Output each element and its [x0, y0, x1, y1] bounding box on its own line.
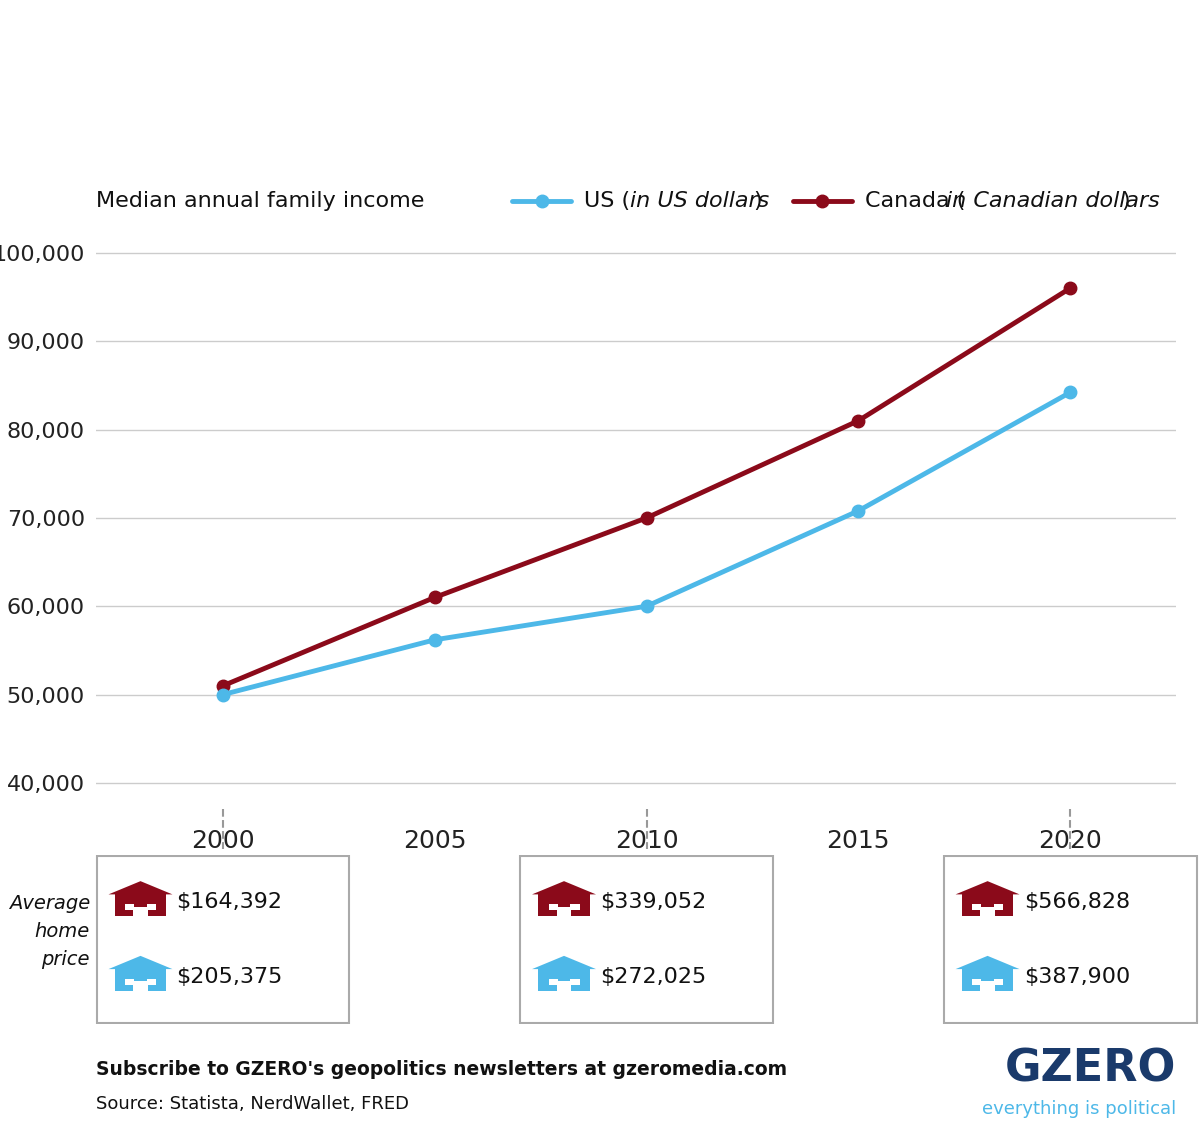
Text: in Canadian dollars: in Canadian dollars [946, 191, 1159, 211]
Polygon shape [532, 955, 596, 969]
Text: everything is political: everything is political [982, 1100, 1176, 1118]
Bar [133, 907, 148, 917]
Text: $272,025: $272,025 [600, 967, 707, 987]
Bar [548, 904, 558, 910]
Text: $566,828: $566,828 [1024, 892, 1130, 912]
Text: Median annual family income: Median annual family income [96, 191, 425, 211]
Text: Subscribe to GZERO's geopolitics newsletters at gzeromedia.com: Subscribe to GZERO's geopolitics newslet… [96, 1060, 787, 1079]
Bar [548, 979, 558, 985]
Bar [133, 981, 148, 992]
Text: Source: Statista, NerdWallet, FRED: Source: Statista, NerdWallet, FRED [96, 1095, 409, 1113]
Bar [557, 981, 571, 992]
Text: Are families earning enough to buy homes?: Are families earning enough to buy homes… [36, 50, 1200, 103]
Text: $339,052: $339,052 [600, 892, 707, 912]
Bar [539, 969, 590, 992]
Text: in US dollars: in US dollars [630, 191, 769, 211]
Polygon shape [108, 955, 173, 969]
Bar [570, 979, 580, 985]
Polygon shape [532, 881, 596, 894]
Text: Canada (: Canada ( [865, 191, 965, 211]
Text: GZERO: GZERO [1004, 1048, 1176, 1091]
Polygon shape [955, 955, 1020, 969]
Polygon shape [955, 881, 1020, 894]
Bar [125, 979, 134, 985]
Bar [961, 969, 1013, 992]
Bar [972, 904, 982, 910]
Bar [146, 904, 156, 910]
Bar [557, 907, 571, 917]
Bar [570, 904, 580, 910]
Bar [115, 969, 167, 992]
FancyBboxPatch shape [943, 857, 1196, 1023]
Text: Average
home
price: Average home price [8, 893, 90, 969]
Bar [125, 904, 134, 910]
Polygon shape [108, 881, 173, 894]
Text: $205,375: $205,375 [176, 967, 283, 987]
Bar [980, 981, 995, 992]
Text: US (: US ( [584, 191, 630, 211]
Text: $387,900: $387,900 [1024, 967, 1130, 987]
Bar [115, 894, 167, 917]
Bar [539, 894, 590, 917]
Bar [994, 979, 1003, 985]
Bar [980, 907, 995, 917]
Text: $164,392: $164,392 [176, 892, 283, 912]
Text: ): ) [1121, 191, 1129, 211]
FancyBboxPatch shape [520, 857, 773, 1023]
Bar [146, 979, 156, 985]
FancyBboxPatch shape [97, 857, 349, 1023]
Bar [972, 979, 982, 985]
Text: ): ) [754, 191, 762, 211]
Bar [994, 904, 1003, 910]
Bar [961, 894, 1013, 917]
